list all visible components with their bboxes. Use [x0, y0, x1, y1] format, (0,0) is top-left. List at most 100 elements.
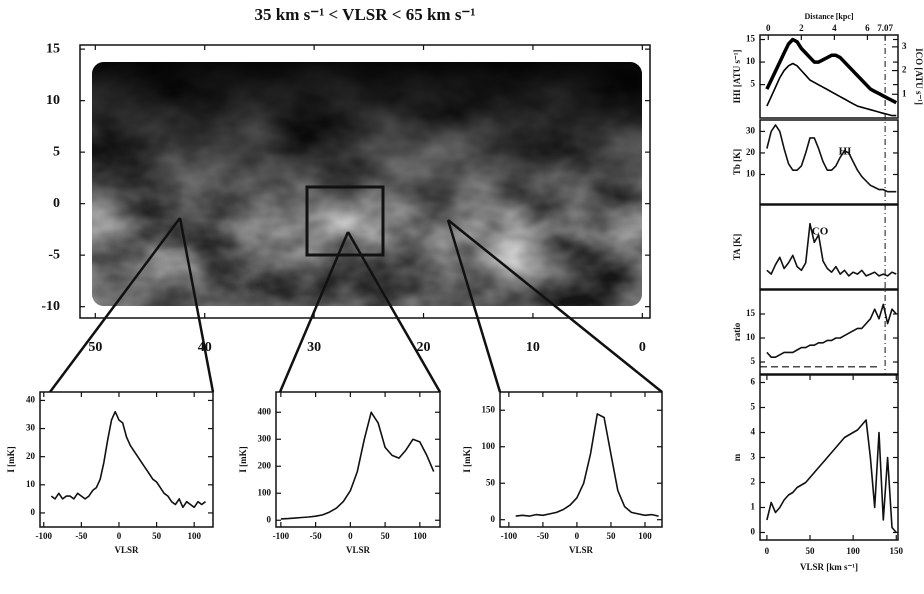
y-tick-label: 5: [751, 402, 756, 412]
y-tick-label: 0: [267, 514, 272, 524]
y-tick-label: 200: [258, 460, 272, 470]
y-axis-label: TA [K]: [732, 234, 742, 261]
y2-tick-label: 1: [902, 88, 907, 98]
data-line: [766, 303, 897, 358]
x-tick-label: -100: [273, 531, 290, 541]
y-tick-label: 40: [26, 395, 36, 405]
x-tick-label: 10: [526, 340, 540, 355]
x2-axis-label: Distance [kpc]: [804, 12, 853, 21]
y-tick-label: 6: [751, 377, 756, 387]
x-axis-label: VLSR: [346, 545, 371, 555]
y-tick-label: 3: [751, 452, 756, 462]
x-tick-label: -100: [501, 531, 518, 541]
y-tick-label: 50: [486, 477, 496, 487]
y-tick-label: 100: [258, 487, 272, 497]
plot-frame: [39, 391, 214, 528]
y-tick-label: 0: [751, 527, 756, 537]
x2-tick-label: 7.07: [877, 23, 893, 33]
y-tick-label: 15: [746, 34, 756, 44]
data-line: [280, 411, 435, 520]
map-title: 35 km s⁻¹ < VLSR < 65 km s⁻¹: [254, 5, 475, 24]
y-tick-label: -10: [41, 299, 60, 314]
x-tick-label: -50: [75, 531, 87, 541]
y-tick-label: 2: [751, 477, 756, 487]
x-tick-label: 100: [846, 546, 860, 556]
y-tick-label: 4: [751, 427, 756, 437]
y-tick-label: 15: [746, 308, 756, 318]
data-line: [766, 62, 897, 117]
y-tick-label: 30: [26, 423, 36, 433]
x-tick-label: 0: [117, 531, 122, 541]
y-tick-label: 400: [258, 406, 272, 416]
y-axis-label: IHI [ATU s⁻¹]: [732, 50, 742, 104]
y-axis-label: m: [732, 453, 742, 461]
y-tick-label: 10: [746, 56, 756, 66]
x2-tick-label: 2: [799, 23, 804, 33]
map-image: [92, 62, 642, 306]
x-tick-label: 0: [639, 340, 646, 355]
x-tick-label: 50: [806, 546, 816, 556]
x-tick-label: 0: [348, 531, 353, 541]
y-tick-label: 10: [746, 332, 756, 342]
y-tick-label: 10: [746, 169, 756, 179]
x2-tick-label: 4: [832, 23, 837, 33]
x-tick-label: 50: [381, 531, 391, 541]
x-tick-label: -100: [36, 531, 53, 541]
x-tick-label: 50: [88, 340, 102, 355]
plot-frame: [79, 44, 651, 319]
y-tick-label: 100: [482, 441, 496, 451]
x-tick-label: 30: [307, 340, 321, 355]
y-axis-label: I [mK]: [6, 446, 16, 472]
y-tick-label: 300: [258, 433, 272, 443]
x-tick-label: 0: [575, 531, 580, 541]
y-tick-label: 15: [46, 41, 60, 56]
plot-frame: [499, 391, 663, 528]
y-axis-label: Tb [K]: [732, 149, 742, 175]
x2-tick-label: 0: [766, 23, 771, 33]
zoom-box: [305, 185, 385, 257]
x-axis-label: VLSR [km s⁻¹]: [800, 562, 858, 572]
y-tick-label: 20: [26, 451, 36, 461]
y-tick-label: 0: [53, 196, 60, 211]
plot-frame: [759, 119, 899, 205]
x-tick-label: 50: [152, 531, 162, 541]
y-tick-label: 10: [26, 479, 36, 489]
y2-axis-label: ICO [ATU s⁻¹]: [914, 48, 924, 105]
x-tick-label: -50: [537, 531, 549, 541]
y-axis-label: I [mK]: [462, 446, 472, 472]
data-line: [766, 419, 897, 534]
y-tick-label: -5: [48, 247, 60, 262]
x-tick-label: 0: [765, 546, 770, 556]
y-tick-label: 1: [751, 502, 756, 512]
x-tick-label: 20: [417, 340, 431, 355]
y-axis-label: ratio: [732, 322, 742, 341]
plot-frame: [759, 34, 899, 119]
plot-frame: [759, 204, 899, 290]
x-tick-label: 150: [890, 546, 904, 556]
data-line: [50, 410, 206, 509]
plot-frame: [275, 391, 441, 528]
data-line: [515, 413, 659, 517]
x-tick-label: 100: [187, 531, 201, 541]
x-axis-label: VLSR: [114, 545, 139, 555]
y-tick-label: 5: [751, 356, 756, 366]
y2-tick-label: 3: [902, 41, 907, 51]
x-tick-label: -50: [310, 531, 322, 541]
data-line: [765, 37, 898, 105]
data-line: [766, 124, 897, 193]
x2-tick-label: 6: [865, 23, 870, 33]
y-tick-label: 150: [482, 404, 496, 414]
x-tick-label: 100: [638, 531, 652, 541]
connectors: [48, 217, 663, 393]
y-tick-label: 10: [46, 93, 60, 108]
x-tick-label: 50: [606, 531, 616, 541]
y-tick-label: 30: [746, 125, 756, 135]
y-axis-label: I [mK]: [238, 446, 248, 472]
plot-frame: [759, 289, 899, 375]
y-tick-label: 20: [746, 147, 756, 157]
y2-tick-label: 2: [902, 65, 907, 75]
y-tick-label: 0: [491, 514, 496, 524]
data-line: [766, 222, 897, 277]
y-tick-label: 5: [751, 79, 756, 89]
